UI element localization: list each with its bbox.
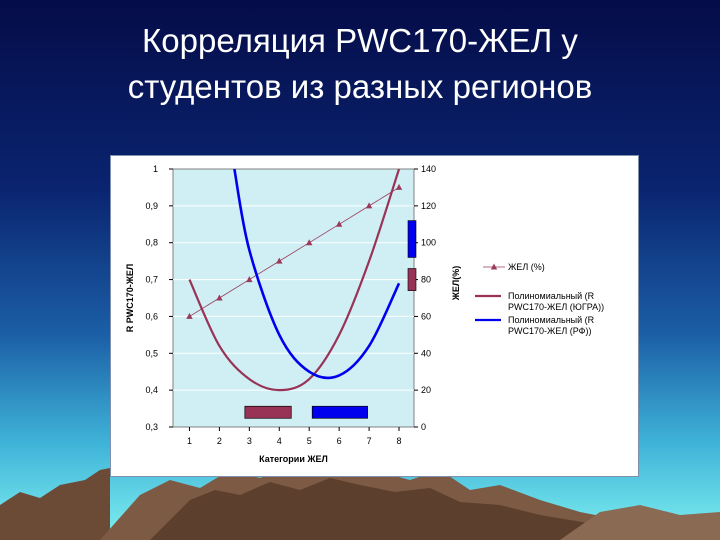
x-tick-label: 8 [397, 436, 402, 446]
series-poly-rf-line [233, 169, 401, 380]
y-left-tick-label: 0,8 [145, 238, 158, 248]
y-left-tick-label: 0,7 [145, 275, 158, 285]
series-zhel-point [216, 294, 223, 301]
slide-title: Корреляция PWC170-ЖЕЛ у студентов из раз… [40, 18, 680, 110]
chart-panel: 0,3 0,4 0,5 0,6 0,7 0,8 0,9 1 0 20 40 60 80 100 120 140… [110, 155, 639, 477]
y-right-tick-label: 0 [421, 422, 426, 432]
x-tick-label: 1 [187, 436, 192, 446]
y-left-tick-label: 0,9 [145, 201, 158, 211]
series-zhel-point [395, 183, 403, 190]
x-tick-label: 2 [217, 436, 222, 446]
y-left-tick-label: 0,5 [145, 348, 158, 358]
series-zhel-point [246, 276, 253, 283]
y-left-tick-label: 0,6 [145, 311, 158, 321]
y-right-tick-label: 40 [421, 348, 431, 358]
y-right-tick-label: 80 [421, 275, 431, 285]
legend-yugra-label: Полиномиальный (R PWC170-ЖЕЛ (ЮГРА)) [508, 291, 604, 312]
x-tick-label: 4 [277, 436, 282, 446]
series-zhel-point [365, 202, 373, 209]
y-left-axis-label: R PWC170-ЖЕЛ [125, 264, 135, 332]
y-left-tick-label: 0,3 [145, 422, 158, 432]
series-zhel-point [335, 220, 343, 227]
legend-rf-label: Полиномиальный (R PWC170-ЖЕЛ (РФ)) [508, 315, 595, 336]
y-right-tick-label: 120 [421, 201, 436, 211]
y-right-tick-label: 20 [421, 385, 431, 395]
series-zhel-point [186, 312, 193, 319]
y-right-axis-label: ЖЕЛ(%) [451, 266, 461, 301]
chart: 0,3 0,4 0,5 0,6 0,7 0,8 0,9 1 0 20 40 60 80 100 120 140… [125, 164, 604, 464]
range-bar [311, 405, 368, 419]
x-tick-label: 7 [367, 436, 372, 446]
axis-side-marker-yugra [407, 268, 417, 291]
axis-side-marker-rf [407, 220, 417, 258]
y-right-tick-label: 60 [421, 311, 431, 321]
x-tick-label: 3 [247, 436, 252, 446]
slide-title-line2: студентов из разных регионов [127, 68, 593, 105]
legend-zhel-marker [490, 263, 498, 270]
x-tick-label: 6 [337, 436, 342, 446]
x-axis-label: Категории ЖЕЛ [259, 454, 328, 464]
plot-area [172, 168, 415, 428]
legend-zhel-label: ЖЕЛ (%) [508, 262, 545, 272]
series-poly-yugra-line [188, 169, 401, 392]
y-left-tick-label: 0,4 [145, 385, 158, 395]
slide-title-line1: Корреляция PWC170-ЖЕЛ у [142, 22, 578, 59]
series-zhel-point [276, 257, 283, 264]
y-right-tick-label: 100 [421, 238, 436, 248]
y-left-tick-label: 1 [153, 164, 158, 174]
range-bar [244, 405, 292, 419]
series-zhel-point [306, 239, 313, 246]
y-right-tick-label: 140 [421, 164, 436, 174]
series-zhel-line [189, 187, 400, 317]
mountains-decoration [0, 458, 720, 540]
x-tick-label: 5 [307, 436, 312, 446]
